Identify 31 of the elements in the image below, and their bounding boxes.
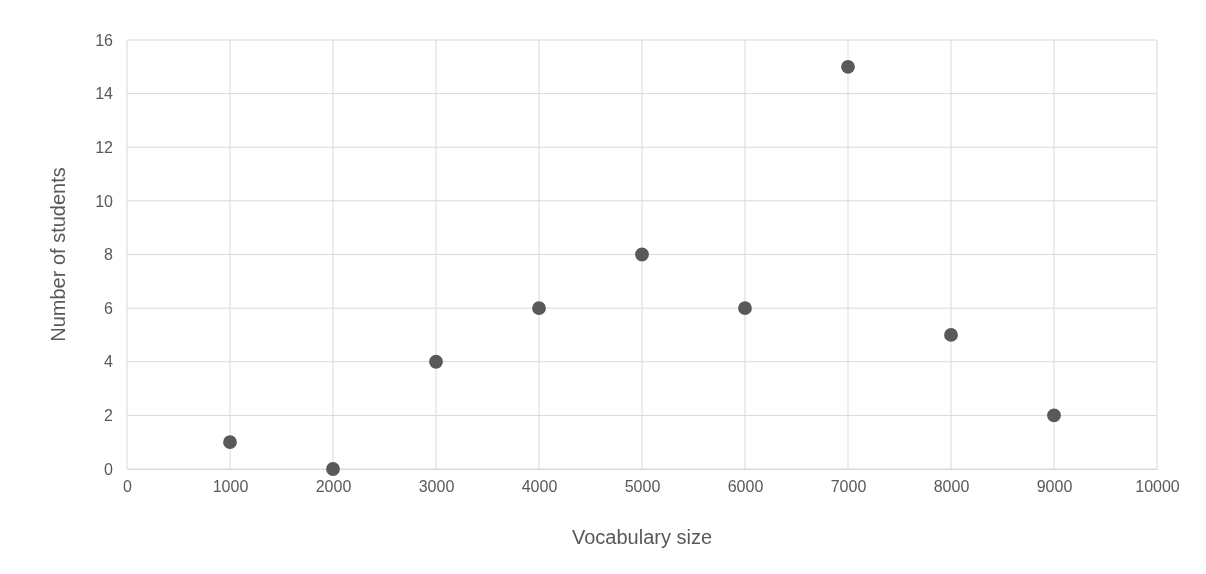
point bbox=[841, 59, 855, 74]
point bbox=[738, 301, 752, 316]
y-tick-label: 12 bbox=[95, 138, 114, 156]
point bbox=[944, 328, 958, 342]
point bbox=[1047, 408, 1061, 423]
point bbox=[326, 462, 340, 476]
y-tick-label: 6 bbox=[104, 299, 114, 317]
x-tick-label: 10000 bbox=[1135, 478, 1180, 496]
y-tick-label: 10 bbox=[95, 192, 114, 210]
point bbox=[429, 354, 443, 369]
y-tick-label: 8 bbox=[104, 246, 114, 264]
x-tick-label: 4000 bbox=[521, 478, 558, 496]
x-tick-label: 7000 bbox=[830, 478, 867, 496]
x-tick-label: 6000 bbox=[727, 478, 764, 496]
y-tick-label: 14 bbox=[95, 85, 114, 103]
y-axis-title: Number of students bbox=[47, 167, 69, 342]
point bbox=[532, 301, 546, 316]
y-tick-label: 4 bbox=[104, 353, 114, 371]
y-tick-label: 16 bbox=[95, 31, 114, 49]
x-tick-label: 3000 bbox=[418, 478, 455, 496]
y-tick-label: 0 bbox=[104, 460, 114, 478]
point bbox=[223, 435, 237, 450]
x-tick-label: 0 bbox=[123, 478, 133, 496]
x-axis-title: Vocabulary size bbox=[571, 526, 713, 548]
point bbox=[635, 247, 649, 262]
x-tick-label: 2000 bbox=[315, 478, 352, 496]
x-tick-label: 5000 bbox=[624, 478, 661, 496]
y-tick-label: 2 bbox=[104, 406, 114, 424]
x-tick-label: 8000 bbox=[933, 478, 970, 496]
x-tick-label: 1000 bbox=[212, 478, 249, 496]
x-tick-label: 9000 bbox=[1036, 478, 1073, 496]
